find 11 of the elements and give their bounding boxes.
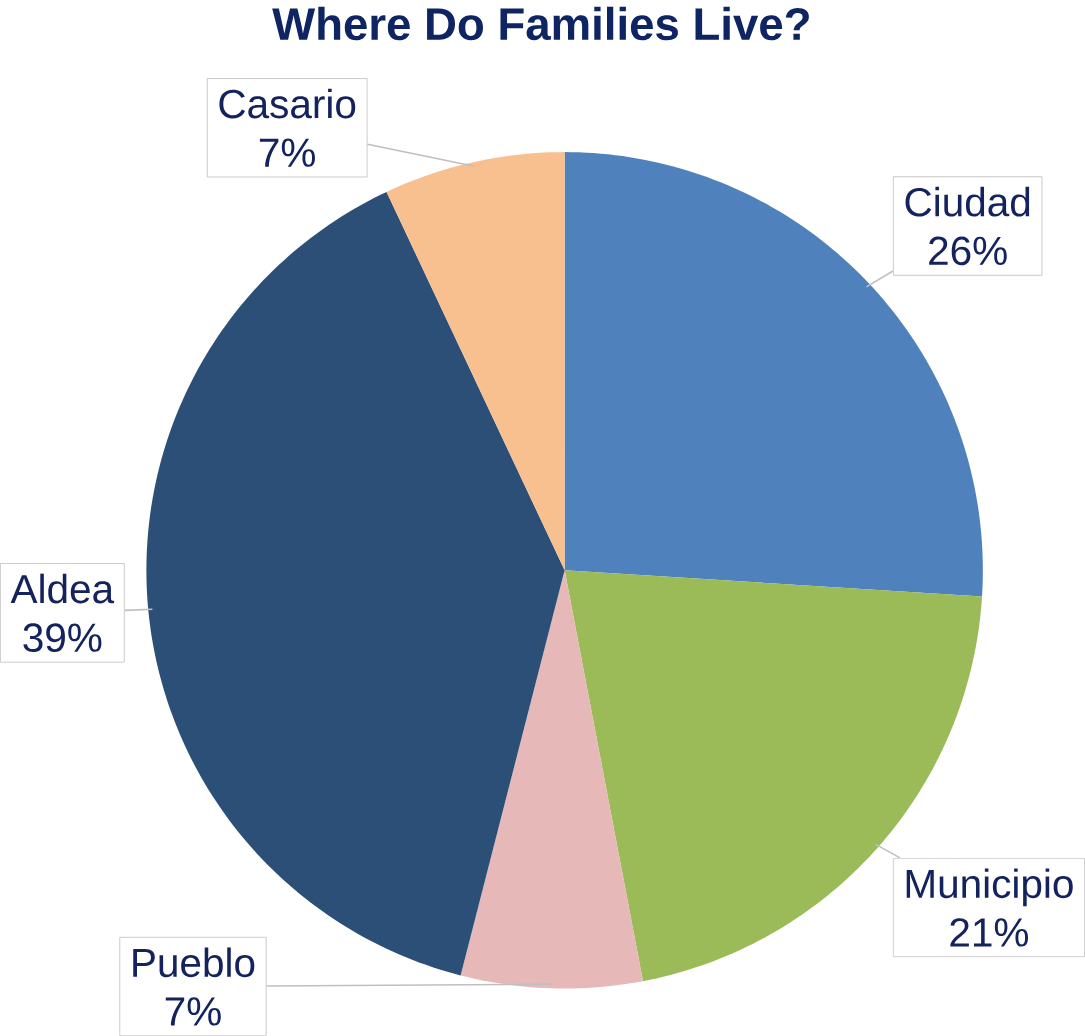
data-label: 39%	[23, 623, 102, 652]
slice-label: Aldea	[10, 573, 115, 604]
data-label: 26%	[929, 236, 1007, 266]
slice-label: Casario	[219, 88, 356, 119]
chart-title: Where Do Families Live?	[272, 6, 809, 41]
slice-label: Pueblo	[133, 947, 255, 978]
slice-label: Municipio	[906, 868, 1073, 907]
slice-label: Ciudad	[905, 186, 1030, 217]
data-label: 7%	[165, 997, 221, 1026]
data-label: 7%	[259, 138, 315, 167]
data-label: 21%	[950, 918, 1028, 947]
